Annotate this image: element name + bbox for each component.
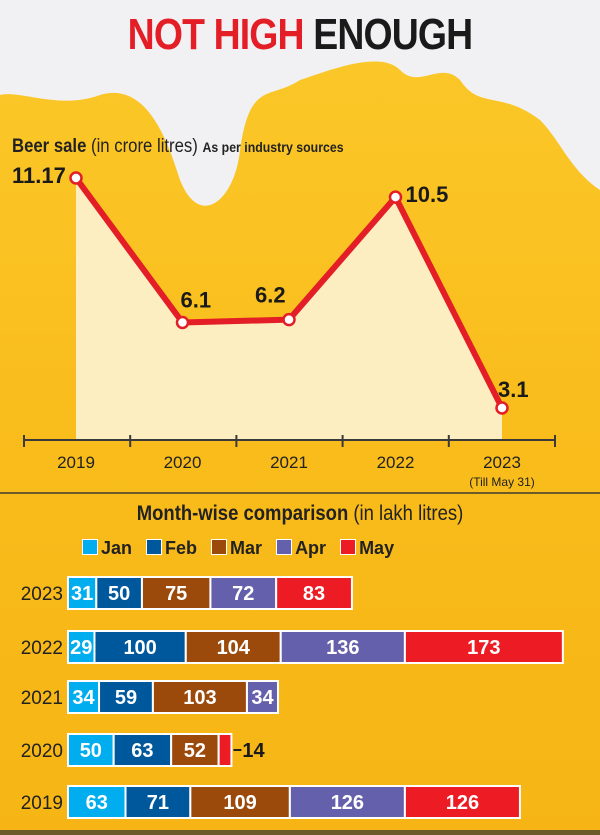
headline: NOT HIGH ENOUGH	[45, 10, 555, 60]
foam-decoration	[0, 0, 600, 206]
y-tick-label: 2021	[21, 688, 63, 709]
bar-segment	[403, 785, 521, 819]
bar-label: 109	[223, 792, 256, 814]
area-fill	[76, 178, 502, 440]
bar-segment	[170, 733, 220, 767]
bar-segment	[67, 733, 115, 767]
bar-label: 63	[131, 740, 153, 762]
legend-label: Jan	[101, 538, 133, 558]
bar-label: 126	[331, 792, 364, 814]
bar-segment	[124, 785, 192, 819]
data-label: 3.1	[498, 377, 529, 402]
line-title: Beer sale	[12, 136, 87, 157]
line-chart: 11.17 2019 6.1 2020 6.2 2021 10.5 2022 3.1 2023 (T…	[12, 163, 556, 489]
bar-title: Month-wise comparison	[136, 502, 349, 525]
legend-item: May	[340, 538, 394, 559]
bar-segment	[184, 630, 282, 664]
legend-label: May	[359, 538, 395, 558]
legend-label: Apr	[295, 538, 327, 558]
bar-label: 52	[184, 740, 206, 762]
bottom-rule	[0, 830, 600, 835]
bar-label: 103	[183, 687, 216, 709]
data-point	[388, 190, 403, 204]
data-label: 11.17	[12, 163, 66, 188]
bar-segment	[288, 785, 406, 819]
bar-label: 50	[80, 740, 102, 762]
bar-label: 34	[72, 687, 95, 709]
x-tick-label: 2019	[57, 453, 95, 472]
bar-label: 173	[467, 637, 500, 659]
bar-label: 71	[147, 792, 169, 814]
bar-label: 83	[303, 583, 325, 605]
bar-label: 104	[217, 637, 251, 659]
bar-segment	[67, 576, 98, 610]
bar-segment	[140, 576, 212, 610]
data-point	[282, 312, 296, 327]
legend-swatch	[276, 539, 293, 555]
bar-segment	[112, 733, 173, 767]
bar-segment	[67, 785, 127, 819]
x-tick-label: 2021	[270, 453, 308, 472]
y-tick-label: 2019	[21, 793, 63, 814]
bar-segment	[189, 785, 291, 819]
legend-item: Jan	[82, 538, 132, 559]
headline-black: ENOUGH	[313, 10, 473, 59]
legend-swatch	[82, 539, 98, 555]
x-tick-note: (Till May 31)	[469, 475, 535, 489]
line-chart-title: Beer sale (in crore litres) As per indus…	[12, 136, 344, 158]
data-label: 6.1	[181, 287, 212, 312]
bar-label: 31	[71, 583, 93, 605]
legend-swatch	[340, 539, 357, 555]
bar-segment	[279, 630, 406, 664]
bar-chart-title: Month-wise comparison (in lakh litres)	[36, 502, 564, 526]
bar-label: 136	[326, 637, 359, 659]
line-source: As per industry sources	[202, 139, 344, 155]
bar-unit: (in lakh litres)	[353, 502, 464, 525]
legend-item: Mar	[211, 538, 262, 559]
data-point	[495, 401, 509, 415]
headline-red: NOT HIGH	[127, 10, 305, 59]
legend-label: Mar	[230, 538, 263, 558]
bar-segment	[275, 576, 353, 610]
bar-label: 50	[108, 583, 130, 605]
legend: Jan Feb Mar Apr May	[82, 538, 394, 559]
bar-label: 75	[165, 583, 187, 605]
legend-item: Feb	[146, 538, 197, 559]
line-unit: (in crore litres)	[91, 136, 198, 157]
bar-label: 63	[86, 792, 108, 814]
bar-segment	[98, 680, 154, 714]
bar-label: 59	[115, 687, 137, 709]
data-label: 10.5	[406, 182, 449, 207]
bar-segment	[67, 630, 96, 664]
bar-label: 29	[70, 637, 92, 659]
legend-label: Feb	[165, 538, 198, 558]
bar-label: 100	[123, 637, 156, 659]
bar-label: 72	[232, 583, 254, 605]
y-tick-label: 2023	[21, 584, 63, 605]
data-point	[69, 171, 83, 185]
x-tick-label: 2022	[377, 453, 415, 472]
y-tick-label: 2022	[21, 638, 63, 659]
bar-label: 14	[242, 740, 265, 762]
x-tick-label: 2020	[164, 453, 202, 472]
bar-segment	[245, 680, 279, 714]
divider	[0, 492, 600, 494]
y-tick-label: 2020	[21, 741, 63, 762]
legend-swatch	[146, 539, 163, 555]
data-point	[175, 315, 190, 330]
bar-label: 126	[446, 792, 479, 814]
legend-swatch	[211, 539, 228, 555]
legend-item: Apr	[276, 538, 326, 559]
data-label: 6.2	[255, 283, 286, 308]
bar-segment	[217, 733, 233, 767]
x-tick-label: 2023	[483, 453, 521, 472]
bar-segment	[403, 630, 564, 664]
bar-label: 34	[251, 687, 274, 709]
